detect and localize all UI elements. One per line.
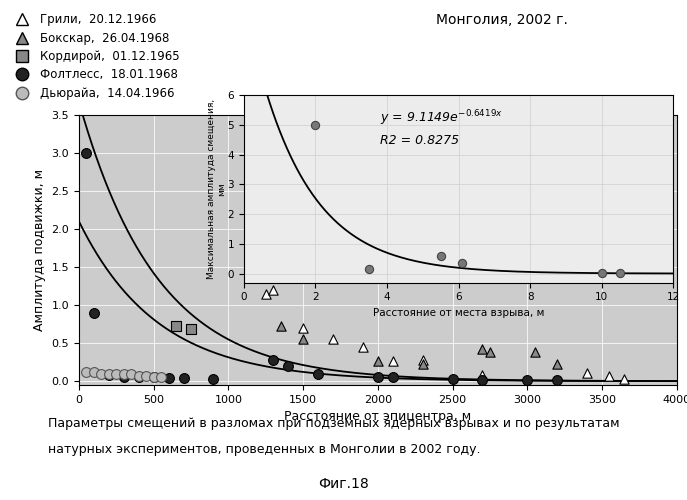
Point (170, 322, 181, 330)
Legend: Грили,  20.12.1966, Бокскар,  26.04.1968, Кордирой,  01.12.1965, Фолтлесс,  18.0: Грили, 20.12.1966, Бокскар, 26.04.1968, … (13, 14, 179, 100)
Point (133, 372, 144, 380)
Point (297, 324, 308, 332)
Point (417, 360, 428, 368)
Text: R2 = 0.8275: R2 = 0.8275 (380, 134, 459, 146)
Point (457, 259, 468, 267)
Point (604, 372, 615, 380)
Point (297, 336, 308, 344)
Text: y = 3.6699e$^{-0.0019x}$: y = 3.6699e$^{-0.0019x}$ (355, 238, 492, 258)
Point (118, 374, 129, 382)
X-axis label: Расстояние от места взрыва, м: Расстояние от места взрыва, м (373, 308, 544, 318)
Point (275, 322, 286, 330)
Point (484, 348, 495, 356)
Point (178, 374, 189, 382)
Point (477, 371, 488, 379)
Point (164, 374, 174, 382)
Point (283, 362, 294, 370)
Point (81, 149, 92, 157)
Point (310, 121, 321, 129)
Point (148, 372, 159, 380)
Text: Монголия, 2002 г.: Монголия, 2002 г. (436, 12, 567, 26)
Point (126, 370, 137, 378)
Point (260, 290, 271, 298)
Point (103, 371, 114, 379)
Point (596, 269, 607, 277)
Point (435, 252, 446, 260)
Point (529, 348, 540, 356)
Text: R2 = 0.7093: R2 = 0.7093 (355, 271, 447, 284)
X-axis label: Расстояние от эпицентра, м: Расстояние от эпицентра, м (284, 410, 471, 424)
Y-axis label: Амплитуда подвижки, м: Амплитуда подвижки, м (33, 169, 46, 331)
Point (552, 360, 563, 368)
Point (581, 369, 592, 377)
Point (477, 376, 488, 384)
Point (185, 326, 196, 334)
Point (477, 346, 488, 354)
Point (89, 308, 100, 316)
Point (111, 370, 122, 378)
Point (141, 372, 152, 380)
Text: натурных экспериментов, проведенных в Монголии в 2002 году.: натурных экспериментов, проведенных в Мо… (48, 442, 481, 456)
Y-axis label: Максимальная амплитуда смещения,
мм: Максимальная амплитуда смещения, мм (207, 98, 226, 279)
Point (372, 356, 383, 364)
Point (118, 370, 129, 378)
Point (268, 356, 279, 364)
Point (208, 375, 219, 383)
Point (148, 374, 159, 382)
Point (363, 265, 374, 273)
Text: Параметры смещений в разломах при подземных ядерных взрывах и по результатам: Параметры смещений в разломах при подзем… (48, 418, 620, 430)
Point (81, 368, 92, 376)
Point (133, 372, 144, 380)
Point (103, 370, 114, 378)
Point (313, 370, 324, 378)
Point (619, 375, 630, 383)
Text: y = 9.1149e$^{-0.6419x}$: y = 9.1149e$^{-0.6419x}$ (380, 108, 503, 128)
Point (387, 356, 398, 364)
Point (387, 374, 398, 382)
Point (357, 343, 368, 351)
Point (417, 356, 428, 364)
Text: Фиг.18: Фиг.18 (318, 478, 369, 492)
Point (552, 376, 563, 384)
Point (447, 375, 458, 383)
Point (614, 269, 625, 277)
Point (156, 372, 167, 380)
Point (96, 370, 107, 378)
Point (89, 368, 100, 376)
Point (522, 376, 533, 384)
Point (268, 286, 279, 294)
Point (328, 336, 339, 344)
Point (372, 372, 383, 380)
